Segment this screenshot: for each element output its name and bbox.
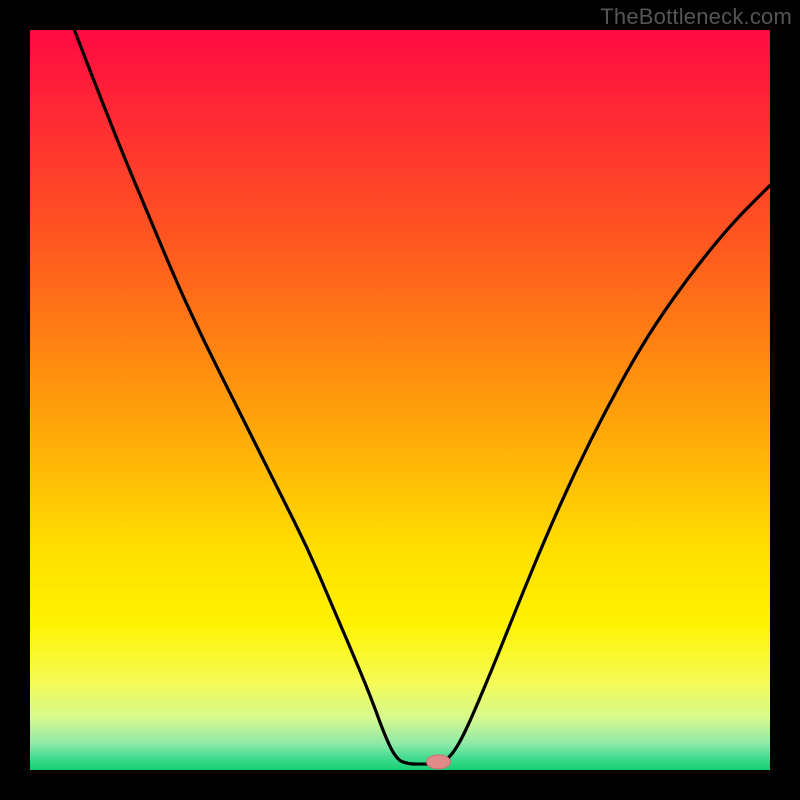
bottleneck-chart — [0, 0, 800, 800]
plot-area — [30, 30, 770, 770]
chart-container: TheBottleneck.com — [0, 0, 800, 800]
optimal-point-marker — [426, 755, 450, 769]
